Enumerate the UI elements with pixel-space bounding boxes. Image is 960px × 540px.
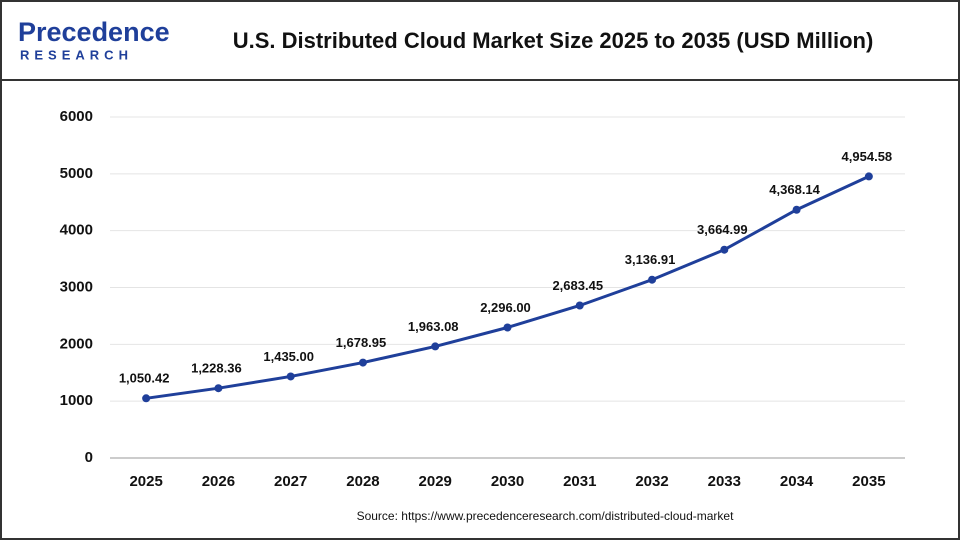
logo-sub: RESEARCH [20, 47, 133, 62]
point [720, 245, 729, 254]
point [864, 172, 873, 181]
y-tick-label: 3000 [60, 278, 93, 295]
y-tick-label: 5000 [60, 165, 93, 182]
y-tick-label: 2000 [60, 335, 93, 352]
point [142, 394, 151, 403]
value-label: 1,435.00 [263, 349, 314, 364]
y-tick-label: 6000 [60, 108, 93, 125]
value-label: 2,296.00 [480, 300, 531, 315]
x-tick-label: 2033 [708, 473, 741, 490]
chart-title: U.S. Distributed Cloud Market Size 2025 … [233, 28, 874, 53]
x-tick-label: 2027 [274, 473, 307, 490]
value-label: 2,683.45 [552, 278, 603, 293]
x-tick-label: 2034 [780, 473, 814, 490]
x-tick-label: 2029 [419, 473, 452, 490]
value-label: 1,678.95 [336, 335, 387, 350]
value-label: 4,954.58 [842, 149, 893, 164]
value-label: 3,664.99 [697, 222, 748, 237]
point [648, 275, 657, 284]
value-label: 4,368.14 [769, 182, 820, 197]
value-label: 3,136.91 [625, 252, 676, 267]
value-label: 1,963.08 [408, 319, 459, 334]
x-tick-label: 2032 [635, 473, 668, 490]
source: Source: https://www.precedenceresearch.c… [357, 509, 735, 523]
value-label: 1,228.36 [191, 361, 242, 376]
point [431, 342, 440, 351]
x-tick-label: 2028 [346, 473, 379, 490]
y-tick-label: 4000 [60, 222, 93, 239]
point [214, 384, 223, 393]
y-tick-label: 0 [85, 449, 93, 466]
x-tick-label: 2030 [491, 473, 524, 490]
x-tick-label: 2026 [202, 473, 235, 490]
point [358, 358, 367, 367]
value-label: 1,050.42 [119, 371, 170, 386]
x-tick-label: 2035 [852, 473, 885, 490]
point [503, 323, 512, 332]
point [575, 301, 584, 310]
logo-name: Precedence [18, 17, 170, 47]
point [792, 205, 801, 214]
point [286, 372, 295, 381]
y-tick-label: 1000 [60, 392, 93, 409]
x-tick-label: 2031 [563, 473, 596, 490]
x-tick-label: 2025 [129, 473, 162, 490]
